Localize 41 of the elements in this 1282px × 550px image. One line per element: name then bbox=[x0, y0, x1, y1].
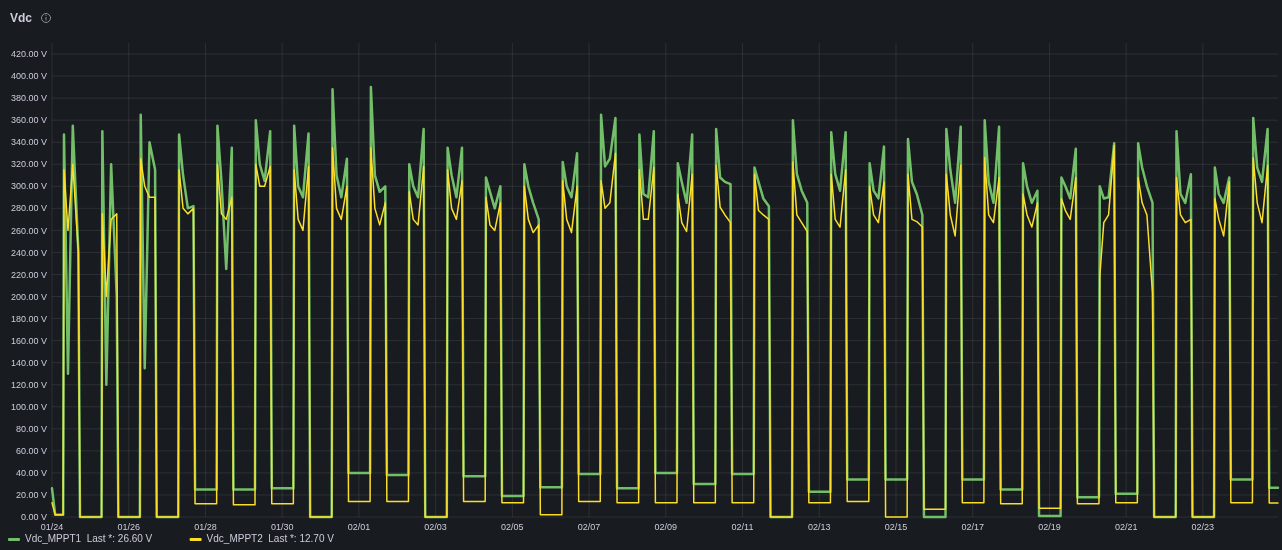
x-tick-label: 02/17 bbox=[961, 522, 984, 532]
y-tick-label: 260.00 V bbox=[10, 225, 47, 236]
y-tick-label: 380.00 V bbox=[10, 93, 47, 104]
y-tick-label: 120.00 V bbox=[10, 379, 47, 390]
x-tick-label: 02/19 bbox=[1038, 522, 1061, 532]
y-tick-label: 320.00 V bbox=[10, 159, 47, 170]
x-tick-label: 02/09 bbox=[654, 522, 678, 532]
y-tick-label: 280.00 V bbox=[10, 203, 47, 214]
x-tick-label: 02/13 bbox=[807, 522, 831, 532]
y-tick-label: 160.00 V bbox=[10, 335, 47, 346]
y-tick-label: 80.00 V bbox=[15, 423, 47, 434]
y-tick-label: 420.00 V bbox=[10, 49, 47, 60]
y-tick-label: 0.00 V bbox=[20, 512, 47, 523]
x-tick-label: 02/03 bbox=[424, 522, 447, 532]
y-tick-label: 140.00 V bbox=[10, 357, 47, 368]
y-tick-label: 200.00 V bbox=[10, 291, 47, 302]
x-tick-label: 02/07 bbox=[577, 522, 601, 532]
x-tick-label: 01/30 bbox=[270, 522, 294, 532]
chart-title: Vdc bbox=[10, 11, 33, 25]
legend-label: Vdc_MPPT2 Last *: 12.70 V bbox=[206, 533, 335, 544]
y-tick-label: 300.00 V bbox=[10, 181, 47, 192]
y-tick-label: 180.00 V bbox=[10, 313, 47, 324]
x-tick-label: 02/15 bbox=[884, 522, 908, 532]
x-tick-label: 01/26 bbox=[117, 522, 140, 532]
y-tick-label: 100.00 V bbox=[10, 401, 47, 412]
y-tick-label: 60.00 V bbox=[15, 446, 47, 457]
x-tick-label: 02/23 bbox=[1191, 522, 1215, 532]
x-tick-label: 02/01 bbox=[347, 522, 371, 532]
legend-label: Vdc_MPPT1 Last *: 26.60 V bbox=[25, 533, 153, 544]
x-tick-label: 02/21 bbox=[1114, 522, 1138, 532]
y-tick-label: 20.00 V bbox=[15, 490, 47, 501]
x-tick-label: 01/24 bbox=[40, 522, 64, 532]
y-tick-label: 220.00 V bbox=[10, 269, 47, 280]
y-tick-label: 340.00 V bbox=[10, 137, 47, 148]
y-tick-label: 400.00 V bbox=[10, 71, 47, 82]
x-tick-label: 02/05 bbox=[501, 522, 524, 532]
x-tick-label: 02/11 bbox=[731, 522, 754, 532]
x-tick-label: 01/28 bbox=[194, 522, 217, 532]
y-tick-label: 240.00 V bbox=[10, 247, 47, 258]
y-tick-label: 360.00 V bbox=[10, 115, 47, 126]
y-tick-label: 40.00 V bbox=[15, 468, 47, 479]
